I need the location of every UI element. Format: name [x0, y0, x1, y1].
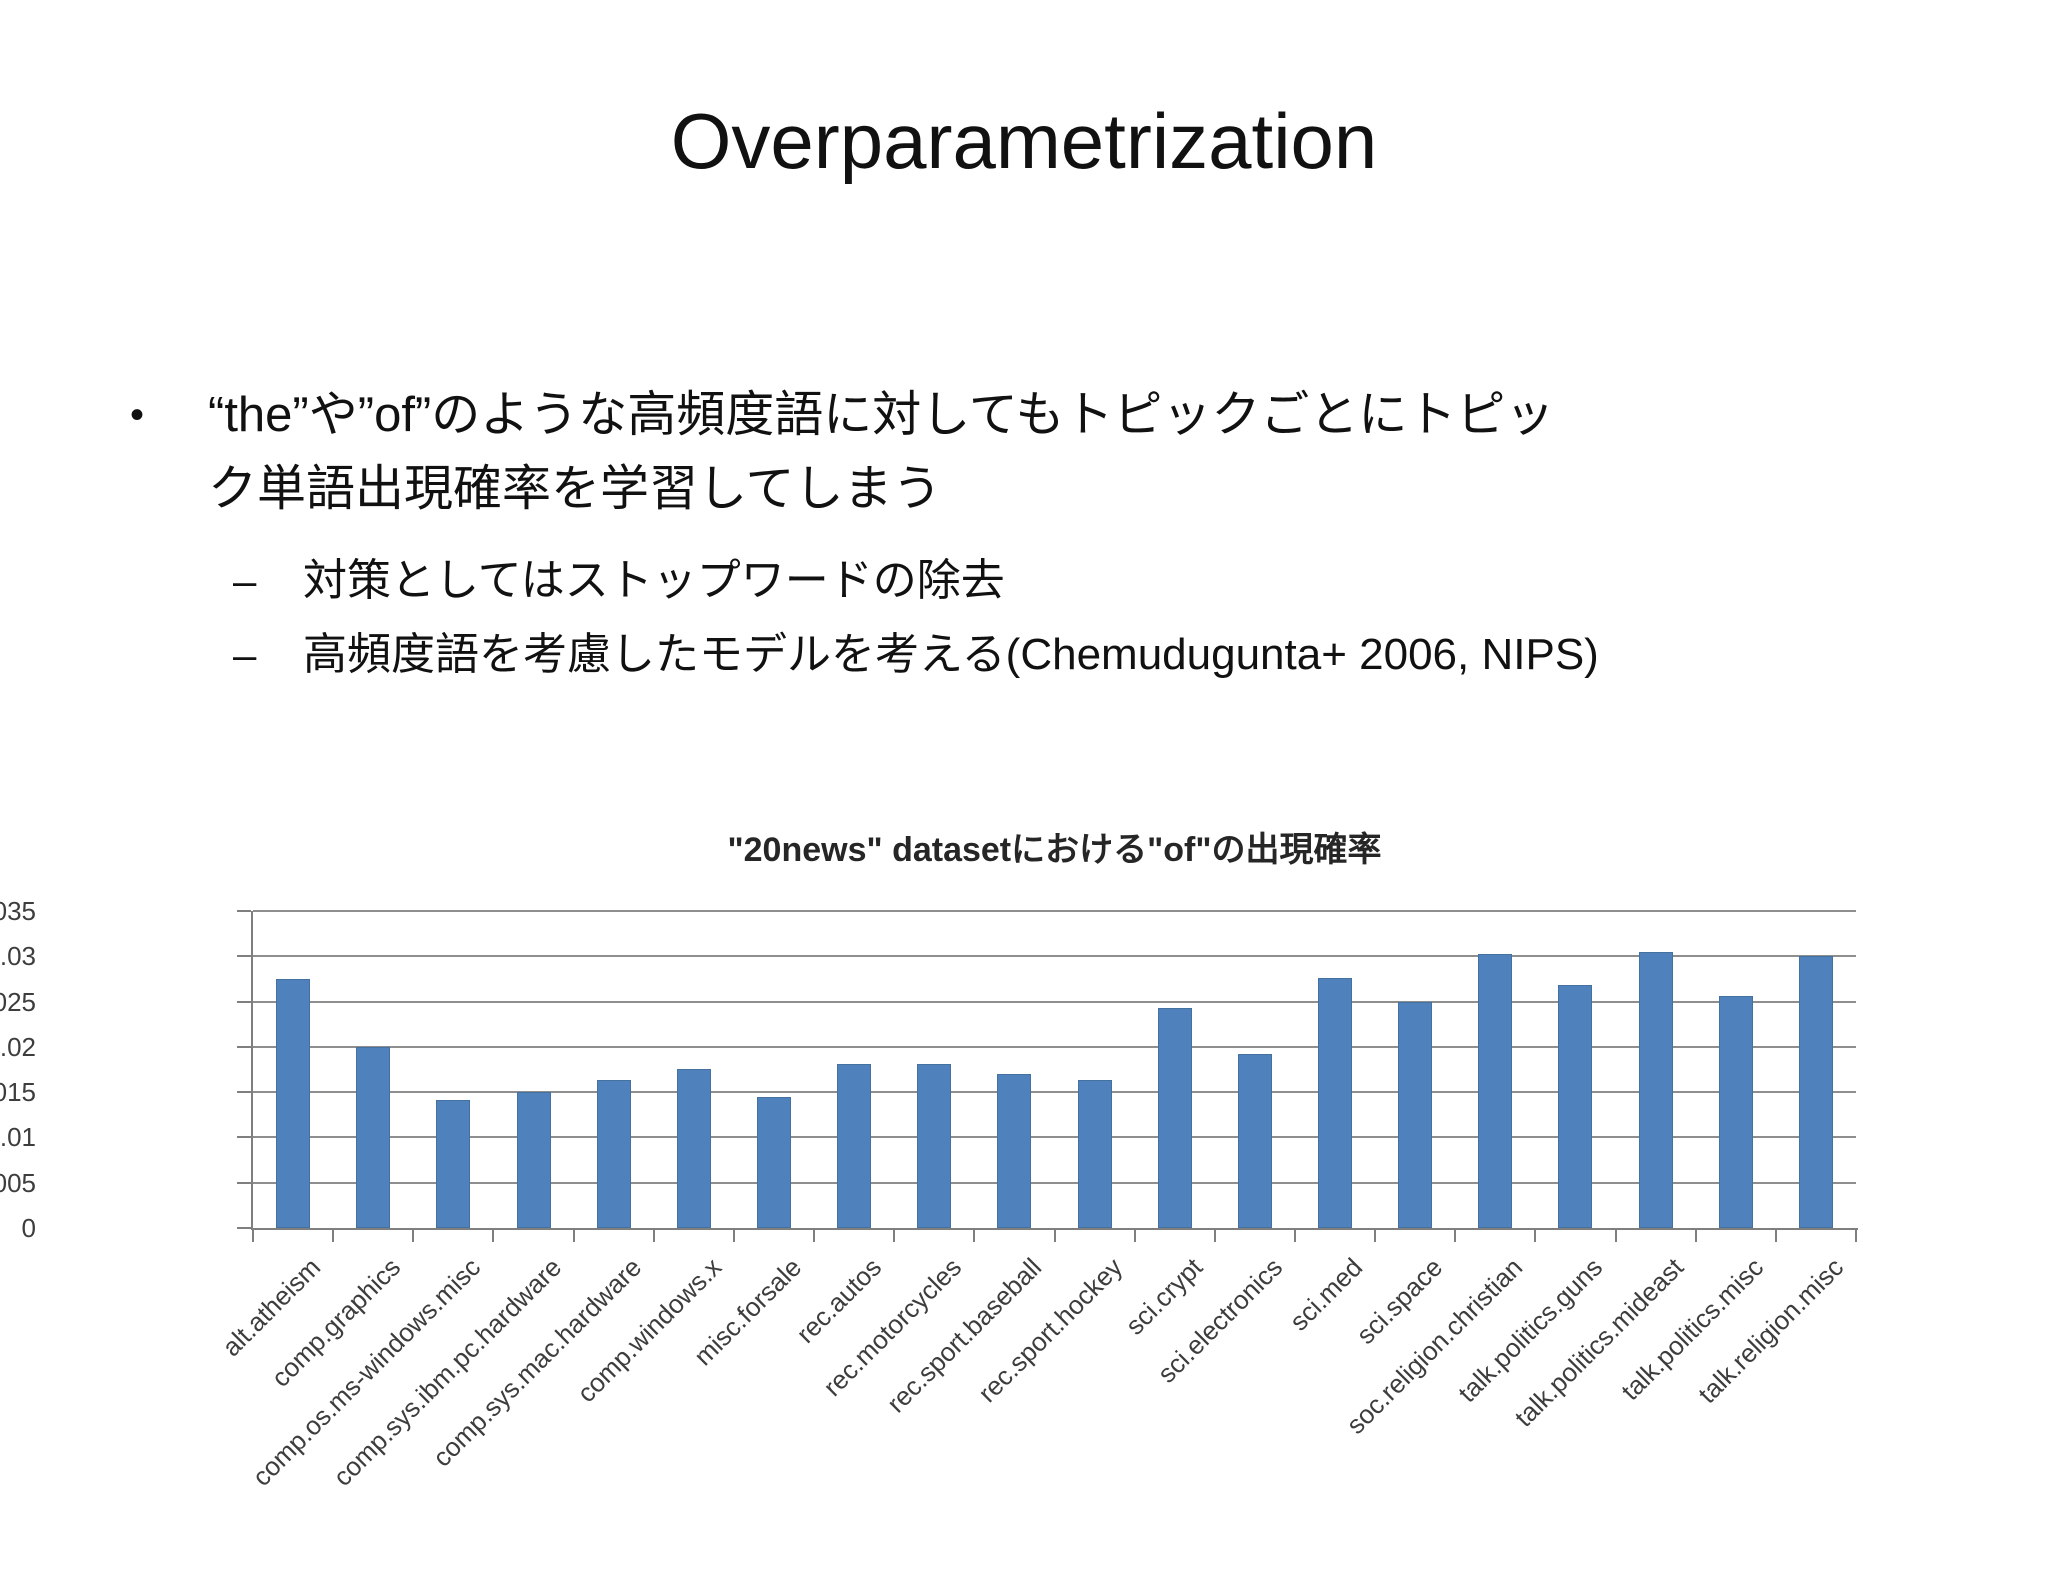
sub-bullet-item: – 高頻度語を考慮したモデルを考える(Chemudugunta+ 2006, N… — [118, 620, 1978, 690]
x-tick-mark — [652, 1230, 655, 1242]
gridline — [253, 1000, 1856, 1003]
x-tick-mark — [1774, 1230, 1777, 1242]
bar-misc.forsale — [757, 1097, 791, 1228]
x-tick-mark — [1614, 1230, 1617, 1242]
bar-comp.sys.mac.hardware — [597, 1080, 631, 1228]
bullet-text: “the”や”of”のような高頻度語に対してもトピックごとにトピッ ク単語出現確… — [208, 378, 1554, 526]
x-tick-mark — [1374, 1230, 1377, 1242]
x-tick-mark — [893, 1230, 896, 1242]
bar-talk.religion.misc — [1799, 956, 1833, 1228]
bullet-line-1: “the”や”of”のような高頻度語に対してもトピックごとにトピッ — [208, 388, 1555, 442]
y-tick-label: 0.03 — [0, 941, 36, 972]
y-tick-mark — [237, 910, 251, 912]
gridline — [253, 1091, 1856, 1094]
x-tick-mark — [1293, 1230, 1296, 1242]
x-tick-mark — [732, 1230, 735, 1242]
sub-bullet-text: 対策としてはストップワードの除去 — [303, 556, 1005, 605]
bar-alt.atheism — [276, 979, 310, 1228]
x-tick-mark — [1855, 1230, 1857, 1242]
x-tick-mark — [1213, 1230, 1216, 1242]
dash-marker: – — [233, 631, 257, 678]
x-tick-mark — [973, 1230, 976, 1242]
bar-rec.motorcycles — [917, 1064, 951, 1228]
bar-sci.crypt — [1158, 1008, 1192, 1228]
gridline — [253, 955, 1856, 958]
gridline — [253, 910, 1856, 912]
bar-rec.autos — [837, 1064, 871, 1228]
gridline — [253, 1045, 1856, 1048]
y-tick-mark — [237, 1091, 251, 1094]
x-tick-mark — [492, 1230, 495, 1242]
y-tick-mark — [237, 1000, 251, 1003]
y-tick-mark — [237, 1045, 251, 1048]
y-tick-label: 0.025 — [0, 986, 36, 1017]
x-tick-mark — [1454, 1230, 1457, 1242]
y-tick-label: 0.01 — [0, 1122, 36, 1153]
y-tick-label: 0.005 — [0, 1167, 36, 1198]
bar-comp.os.ms-windows.misc — [436, 1100, 470, 1228]
bar-sci.electronics — [1238, 1054, 1272, 1228]
x-axis-line — [251, 1228, 1858, 1230]
x-tick-mark — [813, 1230, 816, 1242]
y-tick-mark — [237, 955, 251, 958]
x-tick-mark — [332, 1230, 335, 1242]
x-tick-mark — [412, 1230, 415, 1242]
x-tick-mark — [1694, 1230, 1697, 1242]
bar-comp.sys.ibm.pc.hardware — [517, 1092, 551, 1228]
bar-talk.politics.guns — [1558, 985, 1592, 1228]
y-tick-mark — [237, 1136, 251, 1139]
dash-marker: – — [233, 557, 257, 604]
x-tick-mark — [252, 1230, 254, 1242]
x-tick-mark — [1133, 1230, 1136, 1242]
page-title: Overparametrization — [670, 97, 1378, 185]
y-tick-label: 0 — [21, 1213, 36, 1243]
bar-rec.sport.baseball — [997, 1074, 1031, 1228]
bullet-block: • “the”や”of”のような高頻度語に対してもトピックごとにトピッ ク単語出… — [118, 378, 1978, 690]
y-tick-label: 0.015 — [0, 1077, 36, 1108]
bar-sci.space — [1398, 1002, 1432, 1228]
sub-bullet-item: – 対策としてはストップワードの除去 — [118, 546, 1978, 616]
y-tick-label: 0.035 — [0, 896, 36, 926]
bar-soc.religion.christian — [1478, 954, 1512, 1228]
y-axis-line — [251, 911, 253, 1230]
sub-bullet-list: – 対策としてはストップワードの除去 – 高頻度語を考慮したモデルを考える(Ch… — [118, 546, 1978, 690]
gridline — [253, 1136, 1856, 1139]
y-tick-label: 0.02 — [0, 1031, 36, 1062]
bullet-line-2: ク単語出現確率を学習してしまう — [208, 462, 942, 516]
x-tick-mark — [572, 1230, 575, 1242]
bar-comp.graphics — [356, 1047, 390, 1228]
gridline — [253, 1181, 1856, 1184]
bar-sci.med — [1318, 978, 1352, 1228]
x-tick-mark — [1053, 1230, 1056, 1242]
bar-talk.politics.misc — [1719, 996, 1753, 1228]
x-tick-mark — [1534, 1230, 1537, 1242]
bullet-item: • “the”や”of”のような高頻度語に対してもトピックごとにトピッ ク単語出… — [118, 378, 1978, 526]
bar-rec.sport.hockey — [1078, 1080, 1112, 1228]
sub-bullet-text: 高頻度語を考慮したモデルを考える(Chemudugunta+ 2006, NIP… — [303, 630, 1599, 679]
chart-title: "20news" datasetにおける"of"の出現確率 — [727, 831, 1382, 869]
plot-area: 00.0050.010.0150.020.0250.030.035alt.ath… — [0, 898, 1858, 1492]
y-tick-mark — [237, 1227, 251, 1229]
y-tick-mark — [237, 1181, 251, 1184]
bar-comp.windows.x — [677, 1069, 711, 1228]
bullet-marker: • — [130, 393, 145, 437]
bar-talk.politics.mideast — [1639, 952, 1673, 1228]
